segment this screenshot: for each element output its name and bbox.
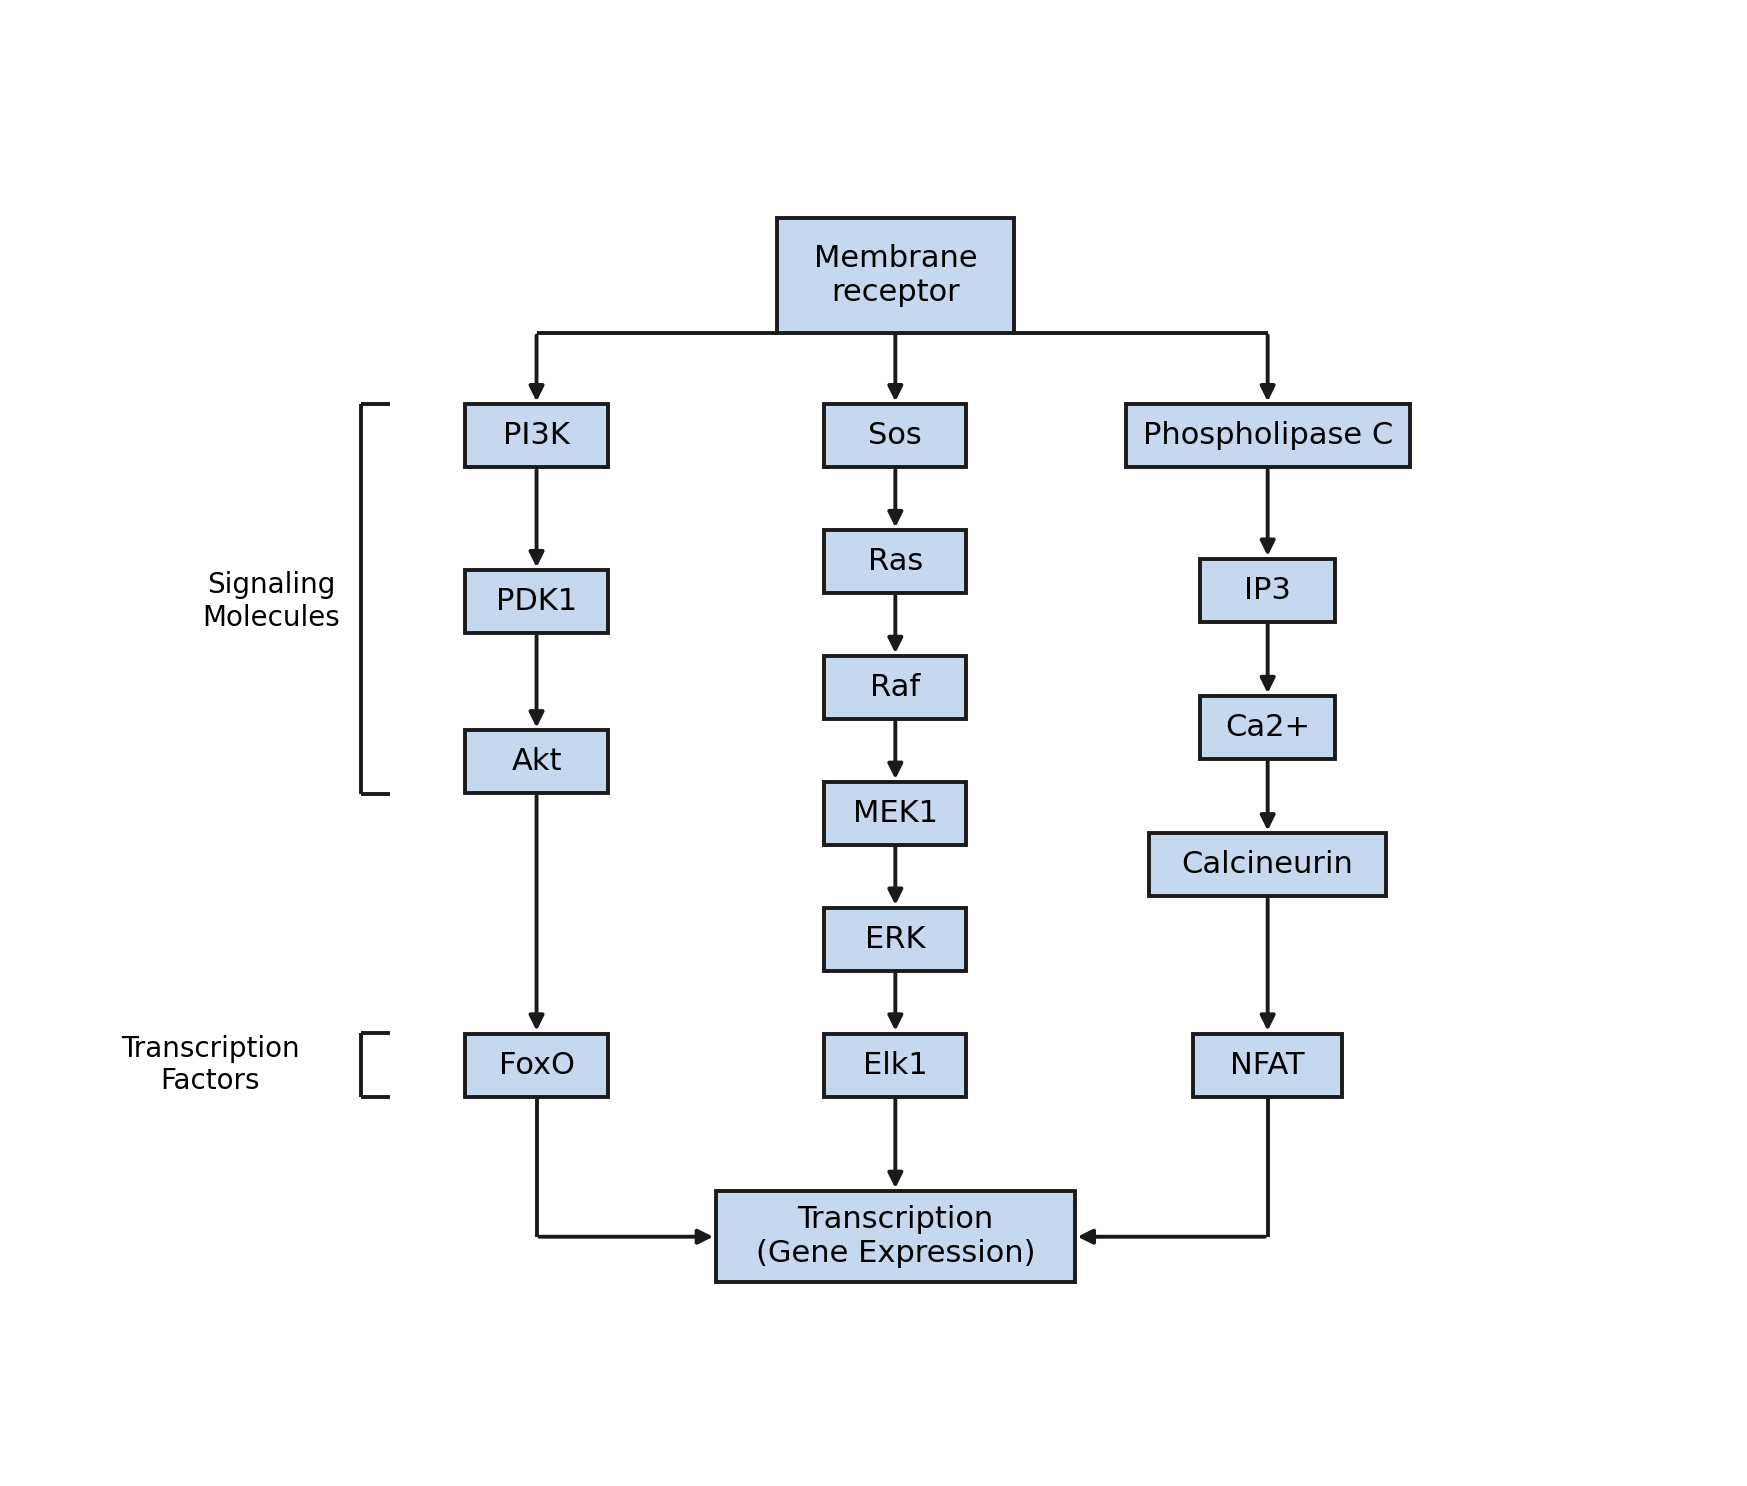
FancyBboxPatch shape [825, 531, 966, 593]
Text: FoxO: FoxO [498, 1051, 575, 1080]
FancyBboxPatch shape [465, 731, 608, 794]
FancyBboxPatch shape [1150, 834, 1385, 896]
FancyBboxPatch shape [1193, 1034, 1342, 1097]
Text: Raf: Raf [870, 673, 921, 701]
Text: IP3: IP3 [1244, 575, 1291, 605]
Text: Akt: Akt [512, 747, 563, 776]
FancyBboxPatch shape [825, 404, 966, 467]
FancyBboxPatch shape [825, 655, 966, 719]
Text: Signaling
Molecules: Signaling Molecules [203, 572, 341, 632]
Text: Ca2+: Ca2+ [1225, 713, 1310, 742]
Text: Calcineurin: Calcineurin [1181, 850, 1354, 880]
Text: Phospholipase C: Phospholipase C [1143, 421, 1392, 450]
Text: Transcription
Factors: Transcription Factors [121, 1034, 300, 1095]
Text: Elk1: Elk1 [863, 1051, 928, 1080]
FancyBboxPatch shape [465, 1034, 608, 1097]
FancyBboxPatch shape [465, 571, 608, 633]
Text: Membrane
receptor: Membrane receptor [814, 244, 977, 308]
Text: ERK: ERK [865, 924, 926, 954]
FancyBboxPatch shape [1125, 404, 1410, 467]
Text: PI3K: PI3K [503, 421, 570, 450]
Text: Ras: Ras [868, 547, 922, 577]
FancyBboxPatch shape [825, 908, 966, 970]
FancyBboxPatch shape [716, 1190, 1074, 1282]
Text: Transcription
(Gene Expression): Transcription (Gene Expression) [756, 1205, 1034, 1268]
FancyBboxPatch shape [777, 218, 1013, 333]
Text: MEK1: MEK1 [853, 799, 938, 828]
FancyBboxPatch shape [1200, 559, 1335, 621]
FancyBboxPatch shape [465, 404, 608, 467]
Text: NFAT: NFAT [1230, 1051, 1305, 1080]
Text: Sos: Sos [868, 421, 922, 450]
Text: PDK1: PDK1 [496, 587, 577, 617]
FancyBboxPatch shape [825, 1034, 966, 1097]
FancyBboxPatch shape [825, 782, 966, 846]
FancyBboxPatch shape [1200, 695, 1335, 759]
